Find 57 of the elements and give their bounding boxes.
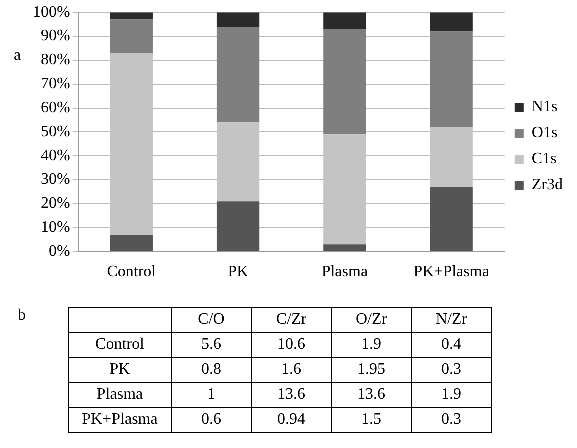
bar — [430, 32, 473, 128]
x-tick-label: Control — [107, 264, 157, 281]
y-tick-label: 80% — [41, 52, 70, 69]
bar — [216, 26, 260, 123]
text: 0.3 — [442, 411, 462, 428]
bar — [324, 12, 366, 30]
text: 13.6 — [358, 386, 386, 403]
bar — [430, 12, 473, 32]
text: 0.4 — [442, 336, 462, 353]
y-tick-label: 70% — [41, 76, 70, 93]
category-label: Plasma — [96, 386, 144, 403]
bar — [324, 244, 366, 252]
bar — [110, 235, 153, 252]
y-tick-label: 100% — [33, 4, 70, 21]
category-label: Control — [96, 336, 144, 353]
legend-label: Zr3d — [532, 176, 564, 194]
text: 1.95 — [358, 361, 386, 378]
x-tick-label: PK+Plasma — [414, 264, 490, 281]
text: 1.5 — [362, 411, 382, 428]
bar — [216, 12, 260, 27]
text: 10.6 — [278, 336, 306, 353]
text: b — [18, 307, 26, 325]
category-label: N/Zr — [412, 308, 492, 332]
y-tick-label: 50% — [41, 123, 70, 140]
category-label: C/Zr — [252, 308, 332, 332]
text: a — [14, 47, 22, 64]
y-tick-label: 90% — [41, 28, 70, 45]
text: 1 — [208, 386, 216, 403]
text: 0.8 — [202, 361, 222, 378]
y-tick-label: 30% — [41, 171, 70, 188]
category-label: PK+Plasma — [82, 411, 158, 428]
y-tick-label: 20% — [41, 195, 70, 212]
bar — [324, 29, 366, 135]
y-tick-label: 40% — [41, 147, 70, 164]
category-label: C/O — [172, 308, 252, 332]
text: 1.9 — [362, 336, 382, 353]
bar — [216, 202, 260, 252]
bar — [110, 12, 153, 20]
text: 0.6 — [202, 411, 222, 428]
category-label: O/Zr — [332, 308, 412, 332]
text: 0.94 — [278, 411, 306, 428]
bar — [430, 187, 473, 252]
x-tick-label: PK — [228, 264, 249, 281]
y-tick-label: 10% — [41, 219, 70, 236]
legend-label: N1s — [532, 98, 558, 116]
text: 5.6 — [202, 336, 222, 353]
bar — [110, 20, 153, 54]
legend-label: O1s — [532, 124, 558, 142]
y-tick-label: 60% — [41, 99, 70, 116]
legend-label: C1s — [532, 150, 557, 168]
text: 1.9 — [442, 386, 462, 403]
x-tick-label: Plasma — [322, 264, 368, 281]
text: 0.3 — [442, 361, 462, 378]
category-label: PK — [110, 361, 130, 378]
text: 13.6 — [278, 386, 306, 403]
text: 1.6 — [282, 361, 302, 378]
y-tick-label: 0% — [49, 243, 70, 260]
